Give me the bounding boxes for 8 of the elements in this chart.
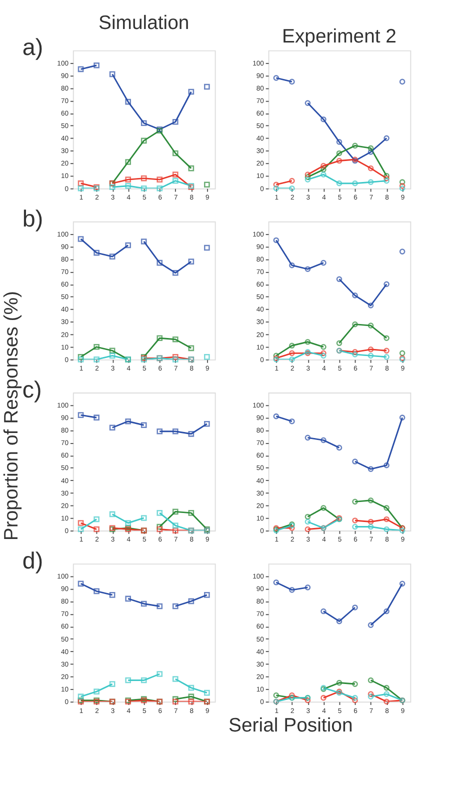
text: a) [22,34,44,60]
chart-title: Simulation [98,12,190,34]
chart-title: Experiment 2 [282,26,397,48]
text: d) [22,547,44,574]
x-axis-title: Serial Position [228,714,353,737]
text: c) [22,376,42,402]
y-axis-title: Proportion of Responses (%) [0,291,22,541]
text: b) [22,205,44,232]
